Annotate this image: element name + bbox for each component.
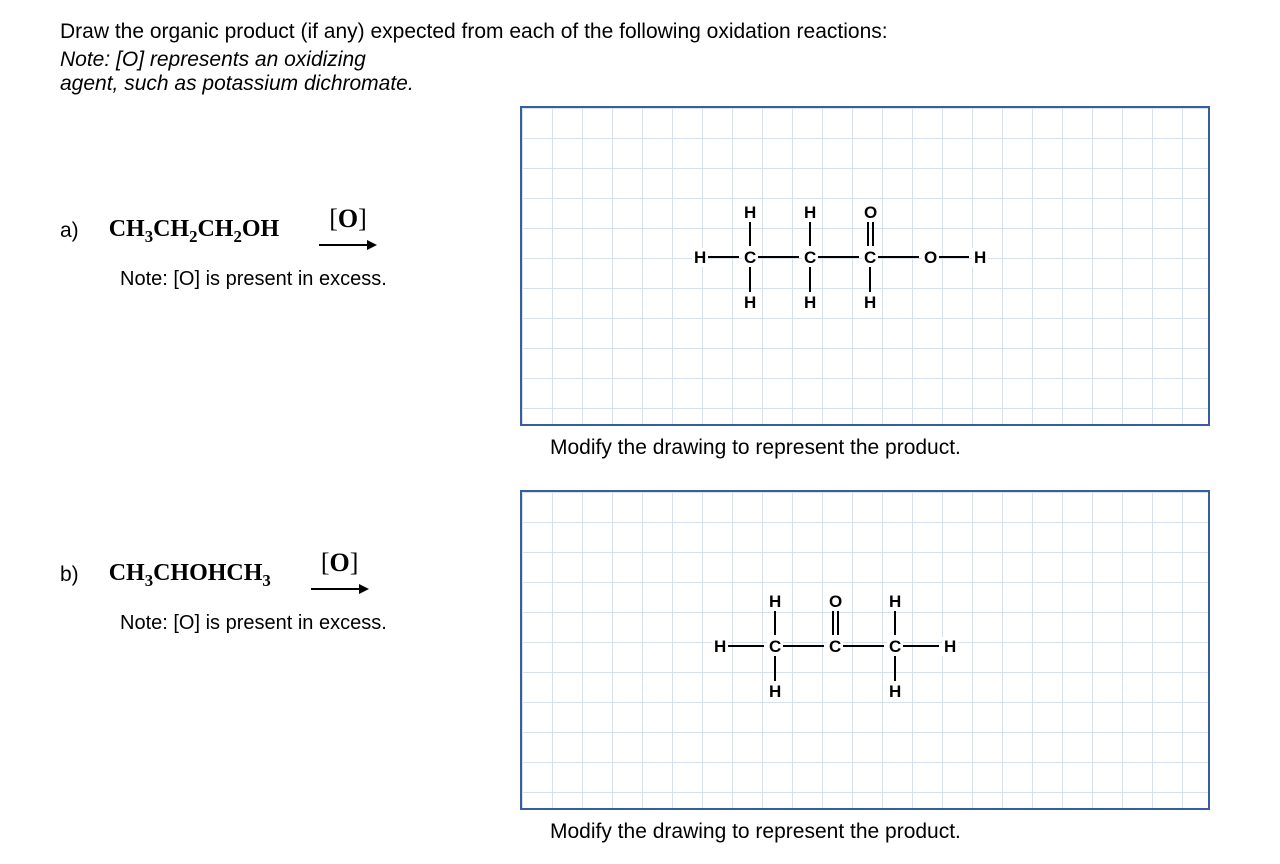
atom-h[interactable]: H (802, 203, 818, 222)
part-b-left: b) CH3CHOHCH3 [O] Note: [O] is present i… (60, 490, 520, 635)
f: CH (109, 216, 145, 242)
f: 3 (145, 570, 153, 589)
atom-h[interactable]: H (972, 248, 988, 267)
part-b-right: H C C C H H O H H H Modify the drawing to represe… (520, 490, 1220, 844)
note-top: Note: [O] represents an oxidizing agent,… (60, 48, 1220, 96)
bond[interactable] (869, 266, 871, 292)
formula-a: CH3CH2CH2OH (109, 216, 280, 247)
bond[interactable] (727, 645, 764, 647)
o: O (329, 548, 349, 577)
f: CHOHCH (153, 560, 262, 586)
atom-o[interactable]: O (827, 592, 844, 611)
formula-b: CH3CHOHCH3 (109, 560, 271, 591)
atom-h[interactable]: H (942, 637, 958, 656)
oxidant-a: [O] (329, 204, 367, 234)
part-a-right: H C C C O H H H O H H H Modify the drawing to repre… (520, 106, 1220, 460)
arrow-icon (319, 238, 379, 252)
f: CH (109, 560, 145, 586)
reaction-b: b) CH3CHOHCH3 [O] (60, 550, 520, 600)
bond[interactable] (774, 609, 776, 635)
bond[interactable] (749, 266, 751, 292)
part-a-row: a) CH3CH2CH2OH [O] Note: [O] is present … (60, 106, 1220, 460)
arrow-a: [O] (319, 206, 379, 256)
atom-h[interactable]: H (887, 682, 903, 701)
atom-c[interactable]: C (767, 637, 783, 656)
drawing-area-b[interactable]: H C C C H H O H H H (520, 490, 1210, 810)
atom-c[interactable]: C (862, 248, 878, 267)
f: CH (197, 216, 233, 242)
bond[interactable] (774, 655, 776, 681)
part-a-label: a) (60, 219, 79, 243)
excess-note-a: Note: [O] is present in excess. (120, 268, 520, 291)
bond[interactable] (782, 645, 824, 647)
reaction-a: a) CH3CH2CH2OH [O] (60, 206, 520, 256)
atom-h[interactable]: H (767, 592, 783, 611)
bond[interactable] (894, 655, 896, 681)
note-line1: Note: [O] represents an oxidizing (60, 48, 366, 71)
atom-o[interactable]: O (922, 248, 939, 267)
arrow-icon (311, 582, 371, 596)
bond[interactable] (902, 645, 939, 647)
bond[interactable] (832, 609, 834, 635)
bond[interactable] (749, 220, 751, 246)
f: 3 (262, 570, 270, 589)
atom-c[interactable]: C (887, 637, 903, 656)
bond[interactable] (937, 256, 969, 258)
arrow-b: [O] (311, 550, 371, 600)
part-b-row: b) CH3CHOHCH3 [O] Note: [O] is present i… (60, 490, 1220, 844)
bond[interactable] (707, 256, 739, 258)
bond[interactable] (809, 266, 811, 292)
f: CH (153, 216, 189, 242)
excess-note-b: Note: [O] is present in excess. (120, 612, 520, 635)
note-line2: agent, such as potassium dichromate. (60, 72, 414, 95)
bond[interactable] (872, 220, 874, 246)
bond[interactable] (842, 645, 884, 647)
oxidant-b: [O] (321, 548, 359, 578)
f: 2 (233, 226, 241, 245)
bond[interactable] (817, 256, 859, 258)
caption-a: Modify the drawing to represent the prod… (520, 436, 1220, 460)
f: OH (242, 216, 279, 242)
atom-h[interactable]: H (862, 293, 878, 312)
intro-text: Draw the organic product (if any) expect… (60, 20, 1220, 44)
drawing-area-a[interactable]: H C C C O H H H O H H H (520, 106, 1210, 426)
atom-h[interactable]: H (742, 203, 758, 222)
part-b-label: b) (60, 563, 79, 587)
atom-c[interactable]: C (802, 248, 818, 267)
bond[interactable] (867, 220, 869, 246)
atom-h[interactable]: H (712, 637, 728, 656)
part-a-left: a) CH3CH2CH2OH [O] Note: [O] is present … (60, 106, 520, 291)
bond[interactable] (837, 609, 839, 635)
bond[interactable] (757, 256, 799, 258)
atom-h[interactable]: H (887, 592, 903, 611)
bond[interactable] (809, 220, 811, 246)
bond[interactable] (877, 256, 919, 258)
atom-c[interactable]: C (742, 248, 758, 267)
atom-o[interactable]: O (862, 203, 879, 222)
atom-c[interactable]: C (827, 637, 843, 656)
o: O (338, 204, 358, 233)
atom-h[interactable]: H (692, 248, 708, 267)
atom-h[interactable]: H (742, 293, 758, 312)
atom-h[interactable]: H (802, 293, 818, 312)
caption-b: Modify the drawing to represent the prod… (520, 820, 1220, 844)
atom-h[interactable]: H (767, 682, 783, 701)
bond[interactable] (894, 609, 896, 635)
f: 3 (145, 226, 153, 245)
